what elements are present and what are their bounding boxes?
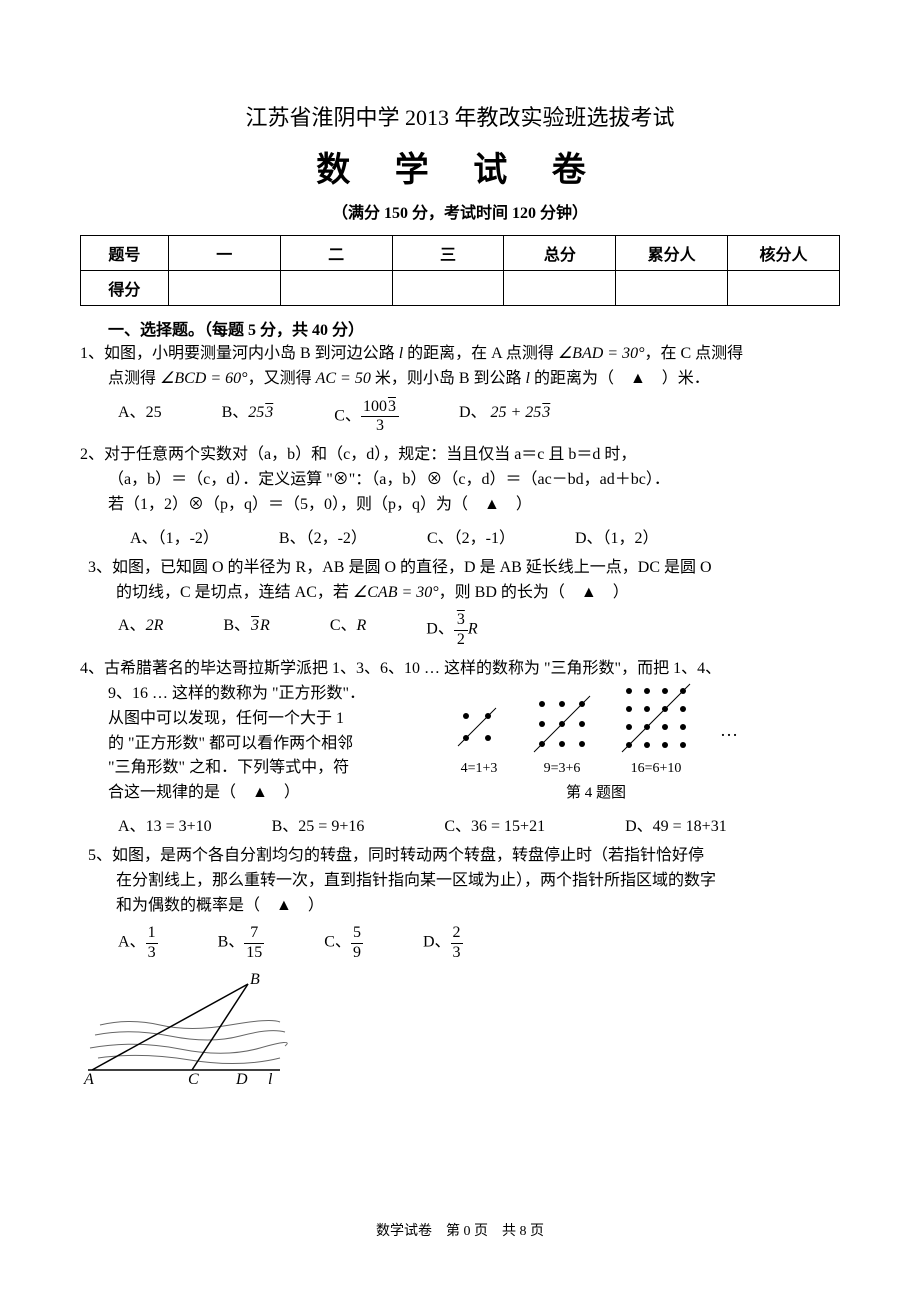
q1-text: 如图，小明要测量河内小岛 B 到河边公路 — [104, 345, 399, 362]
dot-diagram-16: 16=6+10 — [620, 682, 692, 780]
q1-text: ，又测得 — [248, 370, 316, 387]
q2-text: 若（1，2）⊗（p，q）＝（5，0），则（p，q）为（ ▲ ） — [108, 493, 840, 518]
exam-school-title: 江苏省淮阴中学 2013 年教改实验班选拔考试 — [80, 100, 840, 132]
question-number: 1、 — [80, 342, 104, 367]
score-cell — [280, 271, 392, 306]
q5-opt-d: D、23 — [423, 924, 463, 962]
score-header-cell: 二 — [280, 236, 392, 271]
q5-opt-a: A、13 — [118, 924, 158, 962]
q3-angle: ∠CAB = 30° — [353, 584, 439, 601]
q1-text: ，在 C 点测得 — [644, 345, 743, 362]
page-footer: 数学试卷 第 0 页 共 8 页 — [0, 1220, 920, 1240]
q2-opt-c: C、（2，-1） — [427, 524, 515, 548]
q3-text: 如图，已知圆 O 的半径为 R，AB 是圆 O 的直径，D 是 AB 延长线上一… — [112, 559, 712, 576]
q4-opt-b: B、25 = 9+16 — [272, 812, 365, 836]
q3-opt-b: B、3R — [223, 611, 269, 649]
q5-text: 和为偶数的概率是（ ▲ ） — [116, 894, 840, 919]
score-header-cell: 三 — [392, 236, 504, 271]
question-number: 4、 — [80, 657, 104, 682]
q5-opt-c: C、59 — [324, 924, 363, 962]
score-cell — [504, 271, 616, 306]
q1-angle2: ∠BCD = 60° — [160, 370, 248, 387]
question-4: 4、古希腊著名的毕达哥拉斯学派把 1、3、6、10 … 这样的数称为 "三角形数… — [80, 657, 840, 806]
question-number: 2、 — [80, 443, 104, 468]
q5-opt-b: B、715 — [218, 924, 265, 962]
q2-options: A、（1，-2） B、（2，-2） C、（2，-1） D、（1，2） — [130, 524, 840, 548]
score-table: 题号 一 二 三 总分 累分人 核分人 得分 — [80, 235, 840, 306]
q4-cap2: 9=3+6 — [532, 758, 592, 780]
dot-diagram-4: 4=1+3 — [454, 704, 504, 780]
score-header-cell: 总分 — [504, 236, 616, 271]
q4-opt-a: A、13 = 3+10 — [118, 812, 212, 836]
q5-options: A、13 B、715 C、59 D、23 — [118, 924, 840, 962]
q3-opt-a: A、2R — [118, 611, 163, 649]
q1-options: A、25 B、253 C、10033 D、 25 + 253 — [118, 398, 840, 436]
question-number: 3、 — [88, 556, 112, 581]
q4-opt-d: D、49 = 18+31 — [625, 812, 727, 836]
q4-text: 古希腊著名的毕达哥拉斯学派把 1、3、6、10 … 这样的数称为 "三角形数"，… — [104, 660, 721, 677]
question-number: 5、 — [88, 844, 112, 869]
label-A: A — [83, 1071, 94, 1088]
score-header-cell: 累分人 — [616, 236, 728, 271]
exam-subtitle: （满分 150 分，考试时间 120 分钟） — [80, 199, 840, 223]
q1-text: 点测得 — [108, 370, 160, 387]
q1-opt-d: D、 25 + 253 — [459, 398, 551, 436]
q4-text: 的 "正方形数" 都可以看作两个相邻 — [108, 732, 438, 757]
dot-diagram-9: 9=3+6 — [532, 694, 592, 780]
score-header-cell: 题号 — [81, 236, 169, 271]
q1-ac: AC = 50 — [316, 370, 371, 387]
score-cell — [168, 271, 280, 306]
ellipsis: … — [720, 717, 738, 745]
q2-text: 对于任意两个实数对（a，b）和（c，d），规定：当且仅当 a＝c 且 b＝d 时… — [104, 446, 636, 463]
q2-opt-b: B、（2，-2） — [279, 524, 367, 548]
score-cell — [616, 271, 728, 306]
q1-text: 的距离为（ ▲ ）米． — [530, 370, 710, 387]
q4-figure: 4=1+3 9=3+6 — [454, 682, 738, 805]
q5-text: 如图，是两个各自分割均匀的转盘，同时转动两个转盘，转盘停止时（若指针恰好停 — [112, 847, 704, 864]
score-header-cell: 一 — [168, 236, 280, 271]
q1-text: 米，则小岛 B 到公路 — [371, 370, 526, 387]
q3-options: A、2R B、3R C、R D、32R — [118, 611, 840, 649]
label-C: C — [188, 1071, 199, 1088]
q4-cap3: 16=6+10 — [620, 758, 692, 780]
score-row-label: 得分 — [81, 271, 169, 306]
q1-opt-a: A、25 — [118, 398, 162, 436]
score-cell — [728, 271, 840, 306]
q4-text: 合这一规律的是（ ▲ ） — [108, 781, 438, 806]
score-cell — [392, 271, 504, 306]
label-l: l — [268, 1071, 273, 1088]
section-1-heading: 一、选择题。（每题 5 分，共 40 分） — [108, 316, 840, 340]
q3-opt-d: D、32R — [426, 611, 477, 649]
q2-text: （a，b）＝（c，d）．定义运算 "⊗"：（a，b）⊗（c，d）＝（ac－bd，… — [108, 468, 840, 493]
label-D: D — [235, 1071, 248, 1088]
q4-text-column: 9、16 … 这样的数称为 "正方形数"． 从图中可以发现，任何一个大于 1 的… — [108, 682, 438, 806]
q4-cap1: 4=1+3 — [454, 758, 504, 780]
q3-text: ，则 BD 的长为（ ▲ ） — [439, 584, 629, 601]
q5-text: 在分割线上，那么重转一次，直到指针指向某一区域为止），两个指针所指区域的数字 — [116, 869, 840, 894]
geometry-diagram-icon: A B C D l — [80, 970, 290, 1090]
q3-text: 的切线，C 是切点，连结 AC，若 — [116, 584, 353, 601]
q4-options: A、13 = 3+10 B、25 = 9+16 C、36 = 15+21 D、4… — [118, 812, 840, 836]
question-1: 1、如图，小明要测量河内小岛 B 到河边公路 l 的距离，在 A 点测得 ∠BA… — [80, 342, 840, 392]
q3-opt-c: C、R — [330, 611, 366, 649]
q4-opt-c: C、36 = 15+21 — [444, 812, 545, 836]
q4-text: 9、16 … 这样的数称为 "正方形数"． — [108, 682, 438, 707]
q1-text: 的距离，在 A 点测得 — [403, 345, 558, 362]
q1-opt-b: B、253 — [222, 398, 275, 436]
q4-figure-caption: 第 4 题图 — [454, 782, 738, 805]
question-3: 3、如图，已知圆 O 的半径为 R，AB 是圆 O 的直径，D 是 AB 延长线… — [88, 556, 840, 606]
label-B: B — [250, 971, 260, 988]
q2-opt-a: A、（1，-2） — [130, 524, 219, 548]
question-5: 5、如图，是两个各自分割均匀的转盘，同时转动两个转盘，转盘停止时（若指针恰好停 … — [88, 844, 840, 918]
q1-angle1: ∠BAD = 30° — [558, 345, 645, 362]
q1-opt-c: C、10033 — [334, 398, 399, 436]
exam-subject-title: 数 学 试 卷 — [80, 142, 840, 191]
q2-opt-d: D、（1，2） — [575, 524, 659, 548]
q4-text: 从图中可以发现，任何一个大于 1 — [108, 707, 438, 732]
q1-figure: A B C D l — [80, 970, 840, 1095]
q4-text: "三角形数" 之和．下列等式中，符 — [108, 756, 438, 781]
score-header-cell: 核分人 — [728, 236, 840, 271]
question-2: 2、对于任意两个实数对（a，b）和（c，d），规定：当且仅当 a＝c 且 b＝d… — [80, 443, 840, 517]
